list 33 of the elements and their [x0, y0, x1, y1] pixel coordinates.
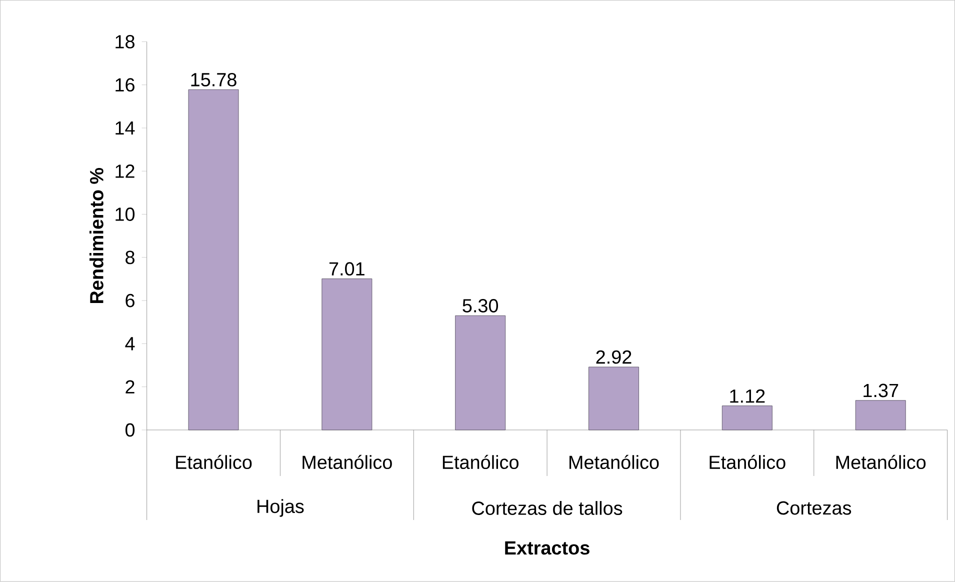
text: Cortezas — [776, 501, 852, 515]
bar — [722, 406, 772, 430]
bar — [322, 278, 372, 430]
x-tick-label: Etanólico — [442, 455, 518, 470]
bar — [455, 316, 506, 430]
y-tick-label: 4 — [125, 337, 135, 350]
data-label: 7.01 — [329, 262, 364, 276]
y-axis-title: Rendimiento % — [89, 168, 104, 304]
data-label: 2.92 — [596, 350, 632, 364]
x-tick-label: Metanólico — [570, 455, 659, 470]
y-tick-label: 18 — [116, 35, 134, 49]
x-tick-label: Metanólico — [302, 455, 392, 470]
y-tick-label: 0 — [125, 423, 135, 437]
x-tick-label: Metanólico — [836, 455, 926, 470]
y-tick-label: 16 — [116, 78, 134, 92]
y-tick-label: 14 — [116, 122, 135, 135]
y-tick-label: 10 — [116, 208, 135, 222]
bar — [188, 90, 239, 430]
text: Hojas — [258, 499, 304, 517]
y-tick-label: 12 — [116, 164, 134, 178]
data-label: 15.78 — [191, 73, 236, 87]
data-label: 1.12 — [730, 389, 765, 403]
data-label: 5.30 — [462, 299, 498, 313]
bar — [855, 400, 906, 430]
bar — [588, 366, 639, 430]
text: Cortezas de tallos — [472, 501, 622, 516]
y-tick-label: 8 — [126, 250, 134, 264]
y-tick-label: 6 — [126, 294, 134, 308]
x-axis-title: Extractos — [505, 542, 590, 555]
data-label: 1.37 — [864, 384, 898, 398]
x-tick-label: Etanólico — [176, 455, 252, 470]
x-tick-label: Etanólico — [710, 455, 786, 470]
y-tick-label: 2 — [126, 380, 134, 394]
